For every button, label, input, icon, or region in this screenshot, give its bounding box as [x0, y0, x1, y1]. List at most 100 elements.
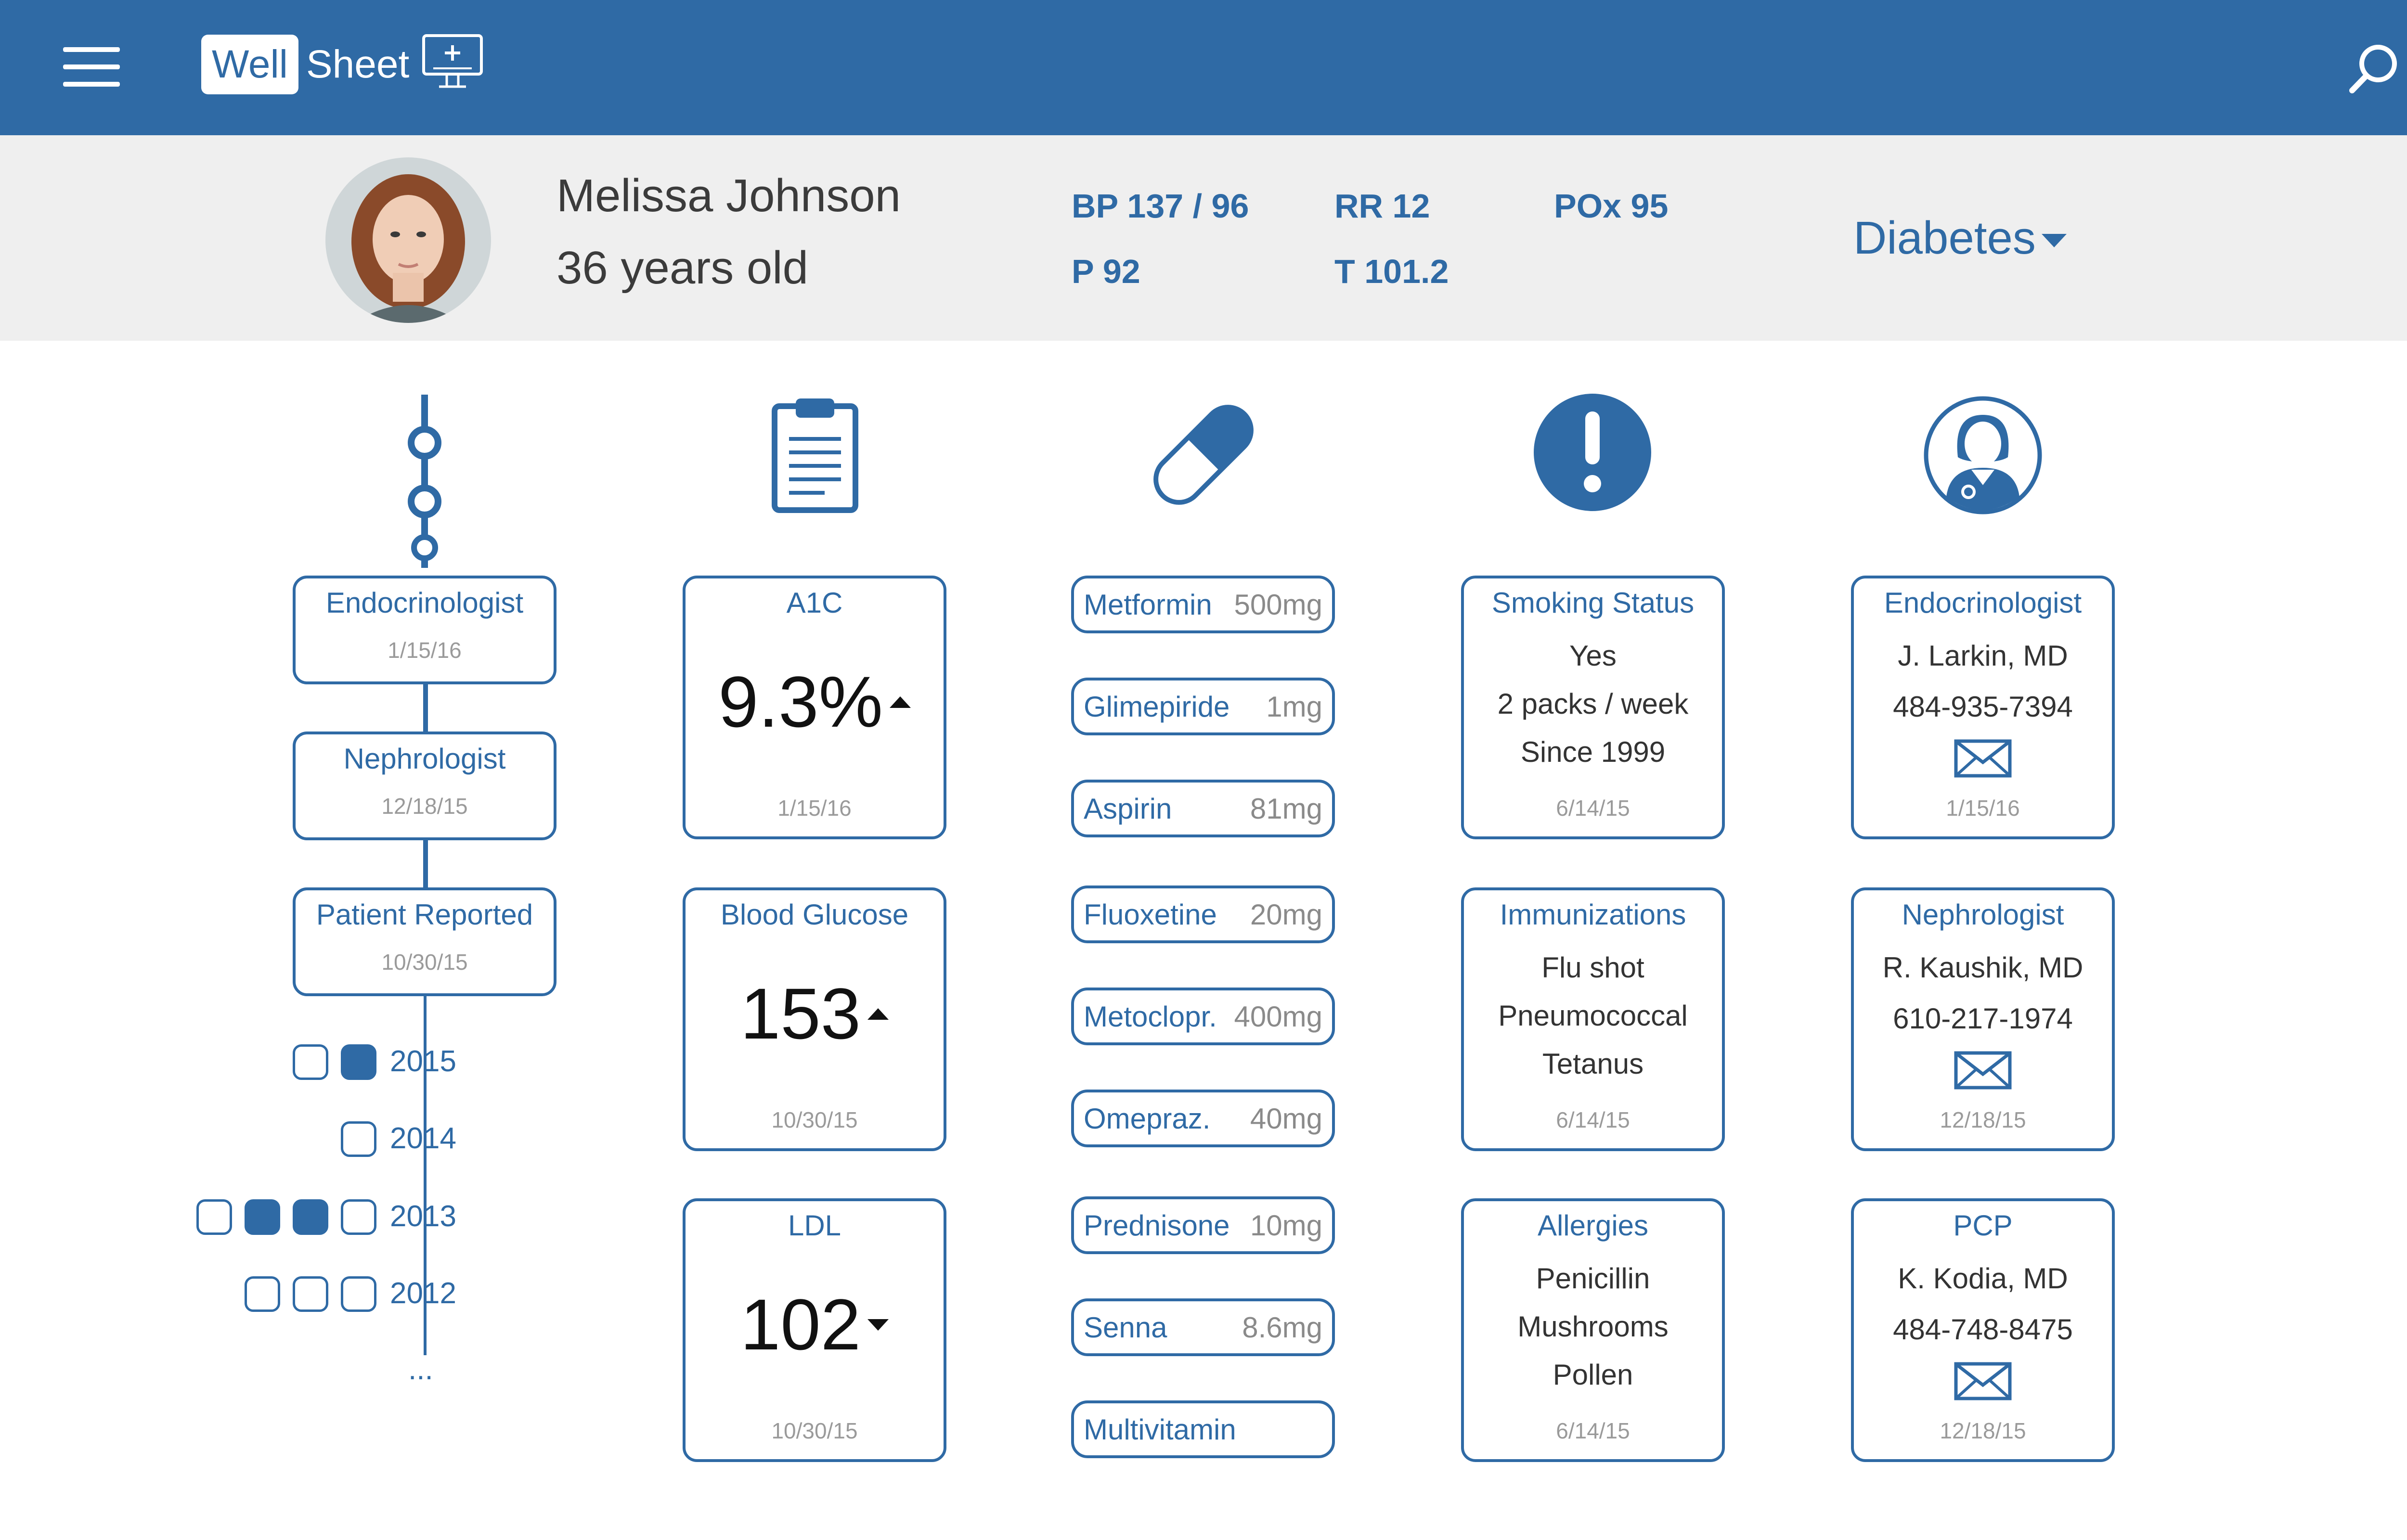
search-icon[interactable] — [2344, 39, 2402, 97]
medication-item[interactable]: Metoclopr. 400mg — [1071, 988, 1335, 1045]
provider-card[interactable]: Nephrologist R. Kaushik, MD 610-217-1974… — [1851, 887, 2115, 1151]
medication-name: Senna — [1084, 1311, 1167, 1344]
hamburger-menu-icon[interactable] — [63, 47, 120, 87]
alert-date: 6/14/15 — [1556, 796, 1630, 821]
alert-card[interactable]: Immunizations Flu shot Pneumococcal Teta… — [1461, 887, 1725, 1151]
year-label-2014[interactable]: 2014 — [390, 1122, 456, 1155]
mail-icon[interactable] — [1954, 1051, 2012, 1090]
medication-dose: 20mg — [1250, 898, 1322, 931]
lab-date: 10/30/15 — [771, 1107, 858, 1132]
timeline-visit-card[interactable]: Patient Reported 10/30/15 — [293, 887, 556, 996]
alert-line: Penicillin — [1536, 1262, 1650, 1295]
timeline-entry-box[interactable] — [293, 1199, 328, 1235]
year-label-2012[interactable]: 2012 — [390, 1277, 456, 1310]
provider-card[interactable]: PCP K. Kodia, MD 484-748-8475 12/18/15 — [1851, 1198, 2115, 1462]
pill-capsule-icon — [1153, 405, 1254, 505]
alert-title: Allergies — [1537, 1209, 1649, 1242]
patient-name: Melissa Johnson — [556, 170, 901, 221]
timeline-entry-box[interactable] — [245, 1199, 280, 1235]
medication-name: Fluoxetine — [1084, 898, 1217, 931]
alert-line: Flu shot — [1541, 951, 1644, 984]
provider-card[interactable]: Endocrinologist J. Larkin, MD 484-935-73… — [1851, 576, 2115, 839]
vital-temp: T 101.2 — [1334, 253, 1449, 290]
top-bar: Well Sheet — [0, 0, 2407, 135]
patient-age: 36 years old — [556, 242, 808, 294]
lab-card[interactable]: Blood Glucose 153 10/30/15 — [683, 887, 946, 1151]
timeline-icon — [408, 395, 441, 568]
medication-item[interactable]: Omepraz. 40mg — [1071, 1090, 1335, 1147]
medication-name: Metoclopr. — [1084, 1001, 1217, 1033]
lab-value: 9.3% — [718, 661, 883, 742]
medication-item[interactable]: Senna 8.6mg — [1071, 1298, 1335, 1356]
alert-line: Since 1999 — [1520, 736, 1666, 768]
doctor-icon — [1924, 396, 2042, 514]
medication-dose: 500mg — [1234, 589, 1322, 621]
vital-pulse: P 92 — [1072, 253, 1140, 290]
clipboard-icon — [772, 398, 858, 513]
visit-date: 10/30/15 — [381, 950, 468, 975]
provider-name: R. Kaushik, MD — [1882, 951, 2083, 984]
medication-dose: 400mg — [1234, 1001, 1322, 1033]
lab-value: 153 — [740, 973, 861, 1054]
timeline-entry-box[interactable] — [341, 1044, 376, 1080]
medication-item[interactable]: Glimepiride 1mg — [1071, 678, 1335, 735]
timeline-visit-card[interactable]: Endocrinologist 1/15/16 — [293, 576, 556, 684]
alert-title: Smoking Status — [1491, 587, 1695, 619]
chevron-down-icon — [2041, 234, 2067, 247]
timeline-entry-box[interactable] — [341, 1199, 376, 1235]
year-label-2015[interactable]: 2015 — [390, 1045, 456, 1078]
provider-phone[interactable]: 484-935-7394 — [1893, 691, 2073, 723]
mail-icon[interactable] — [1954, 739, 2012, 778]
timeline-visit-card[interactable]: Nephrologist 12/18/15 — [293, 732, 556, 840]
alert-line: Yes — [1569, 640, 1617, 672]
timeline-entry-box[interactable] — [341, 1121, 376, 1157]
lab-date: 10/30/15 — [771, 1418, 858, 1443]
timeline-entry-box[interactable] — [341, 1276, 376, 1312]
mail-icon[interactable] — [1954, 1362, 2012, 1400]
timeline-entry-box[interactable] — [196, 1199, 232, 1235]
timeline-more[interactable]: ... — [408, 1353, 433, 1386]
medication-item[interactable]: Metformin 500mg — [1071, 576, 1335, 633]
medication-item[interactable]: Aspirin 81mg — [1071, 780, 1335, 837]
timeline-connector — [423, 838, 428, 887]
app-logo[interactable]: Well Sheet — [201, 34, 483, 94]
visit-date: 1/15/16 — [388, 638, 462, 663]
timeline-entry-box[interactable] — [245, 1276, 280, 1312]
provider-phone[interactable]: 484-748-8475 — [1893, 1313, 2073, 1346]
medication-item[interactable]: Prednisone 10mg — [1071, 1196, 1335, 1254]
lab-card[interactable]: A1C 9.3% 1/15/16 — [683, 576, 946, 839]
provider-title: PCP — [1953, 1209, 2013, 1242]
provider-phone[interactable]: 610-217-1974 — [1893, 1002, 2073, 1035]
provider-name: K. Kodia, MD — [1898, 1262, 2068, 1295]
medication-dose: 40mg — [1250, 1103, 1322, 1135]
alert-card[interactable]: Allergies Penicillin Mushrooms Pollen 6/… — [1461, 1198, 1725, 1462]
visit-title: Nephrologist — [343, 743, 506, 775]
medication-item[interactable]: Multivitamin — [1071, 1400, 1335, 1458]
lab-value-row: 9.3% — [686, 660, 944, 744]
timeline-entry-box[interactable] — [293, 1044, 328, 1080]
medication-name: Omepraz. — [1084, 1103, 1211, 1135]
alert-line: Pollen — [1553, 1359, 1633, 1391]
medication-name: Glimepiride — [1084, 691, 1230, 723]
year-label-2013[interactable]: 2013 — [390, 1200, 456, 1233]
exclamation-icon — [1534, 394, 1651, 511]
provider-name: J. Larkin, MD — [1898, 640, 2068, 672]
medication-dose: 10mg — [1250, 1209, 1322, 1242]
condition-dropdown[interactable]: Diabetes — [1853, 212, 2067, 265]
provider-title: Endocrinologist — [1884, 587, 2082, 619]
timeline-entry-box[interactable] — [293, 1276, 328, 1312]
logo-word-well: Well — [201, 35, 298, 94]
medication-dose: 1mg — [1266, 691, 1322, 723]
medication-dose: 81mg — [1250, 793, 1322, 825]
alert-date: 6/14/15 — [1556, 1107, 1630, 1132]
medication-dose: 8.6mg — [1242, 1311, 1322, 1344]
vital-rr: RR 12 — [1334, 187, 1430, 225]
timeline-connector — [423, 682, 428, 732]
vital-bp: BP 137 / 96 — [1072, 187, 1249, 225]
alert-card[interactable]: Smoking Status Yes 2 packs / week Since … — [1461, 576, 1725, 839]
medication-item[interactable]: Fluoxetine 20mg — [1071, 886, 1335, 943]
trend-up-icon — [867, 1008, 889, 1020]
condition-label: Diabetes — [1853, 212, 2036, 264]
alert-line: 2 packs / week — [1497, 688, 1689, 720]
lab-card[interactable]: LDL 102 10/30/15 — [683, 1198, 946, 1462]
